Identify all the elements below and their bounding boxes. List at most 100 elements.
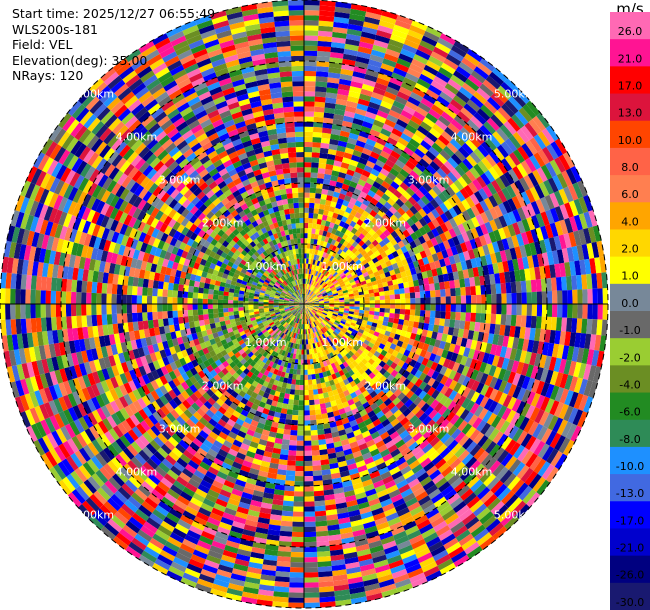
velocity-gate xyxy=(343,292,349,296)
velocity-gate xyxy=(398,53,414,64)
velocity-gate xyxy=(348,311,355,315)
velocity-gate xyxy=(520,191,531,206)
velocity-gate xyxy=(458,345,466,356)
velocity-gate xyxy=(319,198,327,205)
velocity-gate xyxy=(338,209,346,217)
velocity-gate xyxy=(307,238,311,244)
velocity-gate xyxy=(453,179,464,191)
velocity-gate xyxy=(554,157,566,173)
velocity-gate xyxy=(396,248,404,256)
velocity-gate xyxy=(413,202,423,212)
velocity-gate xyxy=(455,295,462,304)
velocity-gate xyxy=(436,332,443,341)
velocity-gate xyxy=(492,262,500,274)
velocity-gate xyxy=(480,284,487,295)
velocity-gate xyxy=(450,352,459,363)
velocity-gate xyxy=(338,135,349,143)
velocity-gate xyxy=(475,382,485,394)
velocity-gate xyxy=(333,296,340,300)
velocity-gate xyxy=(361,186,370,195)
velocity-gate xyxy=(440,111,454,123)
velocity-gate xyxy=(307,284,310,290)
velocity-gate xyxy=(516,400,527,415)
velocity-gate xyxy=(325,163,334,171)
velocity-gate xyxy=(345,283,352,288)
velocity-gate xyxy=(318,157,327,164)
velocity-gate xyxy=(501,187,512,201)
velocity-gate xyxy=(546,304,553,317)
velocity-gate xyxy=(388,206,398,215)
velocity-gate xyxy=(327,291,333,295)
velocity-gate xyxy=(414,309,421,317)
velocity-gate xyxy=(334,218,342,226)
velocity-gate xyxy=(346,100,358,109)
velocity-gate xyxy=(471,216,480,228)
velocity-gate xyxy=(310,177,318,184)
velocity-gate xyxy=(573,393,584,410)
velocity-gate xyxy=(349,278,355,284)
velocity-gate xyxy=(505,314,512,326)
velocity-gate xyxy=(313,126,323,133)
velocity-gate xyxy=(371,124,383,133)
velocity-gate xyxy=(418,102,431,113)
velocity-gate xyxy=(435,289,441,298)
velocity-gate xyxy=(538,239,547,254)
velocity-gate xyxy=(490,114,504,128)
velocity-gate xyxy=(310,292,315,297)
velocity-gate xyxy=(423,30,440,43)
velocity-gate xyxy=(314,203,320,209)
velocity-gate xyxy=(462,221,471,232)
velocity-gate xyxy=(322,312,328,316)
velocity-gate xyxy=(375,201,384,210)
velocity-gate xyxy=(347,315,353,320)
velocity-gate xyxy=(419,349,427,358)
velocity-gate xyxy=(374,82,388,92)
velocity-gate xyxy=(428,188,438,199)
velocity-gate xyxy=(304,300,308,304)
velocity-gate xyxy=(449,138,462,150)
velocity-gate xyxy=(320,219,327,226)
velocity-gate xyxy=(439,149,451,161)
velocity-gate xyxy=(443,160,455,172)
velocity-gate xyxy=(313,111,325,118)
velocity-gate xyxy=(344,173,354,182)
velocity-gate xyxy=(304,301,309,304)
velocity-gate xyxy=(409,309,416,316)
velocity-gate xyxy=(486,182,498,196)
velocity-gate xyxy=(361,83,375,92)
velocity-gate xyxy=(308,298,313,302)
velocity-gate xyxy=(386,136,398,147)
velocity-gate xyxy=(360,152,370,161)
velocity-gate xyxy=(330,239,337,246)
velocity-gate xyxy=(313,306,319,309)
velocity-gate xyxy=(479,58,496,72)
velocity-gate xyxy=(304,435,312,441)
velocity-gate xyxy=(594,257,602,274)
velocity-gate xyxy=(353,326,360,332)
velocity-gate xyxy=(313,264,317,271)
velocity-gate xyxy=(464,78,480,92)
velocity-gate xyxy=(291,379,297,385)
velocity-gate xyxy=(379,295,385,301)
velocity-gate xyxy=(508,152,521,167)
velocity-gate xyxy=(458,146,470,159)
velocity-gate xyxy=(324,258,330,265)
velocity-gate xyxy=(576,245,585,261)
velocity-gate xyxy=(409,205,419,215)
velocity-gate xyxy=(372,193,382,202)
velocity-gate xyxy=(365,232,373,240)
velocity-gate xyxy=(328,283,334,288)
velocity-gate xyxy=(343,222,350,230)
velocity-gate xyxy=(448,343,456,353)
velocity-gate xyxy=(352,216,360,224)
velocity-gate xyxy=(329,299,335,302)
velocity-gate xyxy=(437,192,448,203)
velocity-gate xyxy=(596,350,605,368)
velocity-gate xyxy=(474,236,483,248)
velocity-gate xyxy=(313,270,317,276)
velocity-gate xyxy=(318,279,324,285)
velocity-gate xyxy=(431,228,440,238)
velocity-gate xyxy=(439,318,446,327)
velocity-gate xyxy=(357,285,363,290)
